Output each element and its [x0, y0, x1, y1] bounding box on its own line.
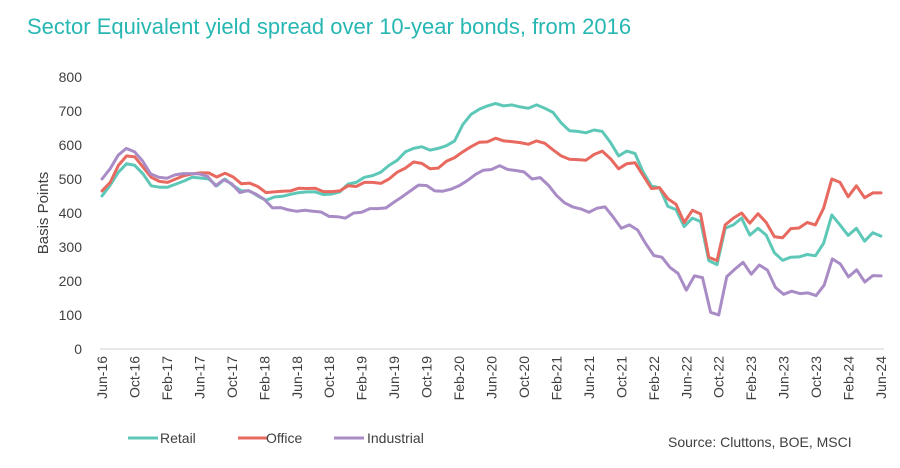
series-line-office [100, 136, 883, 263]
x-tick-label: Jun-22 [678, 356, 694, 399]
x-tick-label: Feb-17 [159, 356, 175, 401]
x-tick-label: Oct-16 [126, 356, 142, 398]
x-tick-label: Oct-20 [516, 356, 532, 398]
x-tick-label: Jun-17 [191, 356, 207, 399]
chart-title: Sector Equivalent yield spread over 10-y… [27, 14, 632, 39]
source-note: Source: Cluttons, BOE, MSCI [668, 434, 852, 450]
x-tick-label: Feb-21 [548, 356, 564, 401]
x-tick-label: Jun-23 [776, 356, 792, 399]
x-tick-label: Jun-18 [289, 356, 305, 399]
legend-office-label: Office [266, 430, 303, 446]
x-tick-label: Jun-21 [581, 356, 597, 399]
y-tick-label: 800 [59, 69, 83, 85]
x-tick-label: Jun-16 [94, 356, 110, 399]
x-tick-label: Feb-18 [256, 356, 272, 401]
y-tick-label: 0 [74, 341, 82, 357]
x-tick-label: Oct-21 [613, 356, 629, 398]
y-tick-label: 600 [59, 137, 83, 153]
x-tick-label: Feb-19 [354, 356, 370, 401]
legend-industrial-label: Industrial [367, 430, 424, 446]
x-tick-label: Oct-18 [321, 356, 337, 398]
y-axis-label: Basis Points [35, 172, 52, 255]
y-axis-ticks: 0 100 200 300 400 500 600 700 800 [59, 69, 83, 357]
y-tick-label: 200 [59, 273, 83, 289]
x-axis-ticks: Jun-16 Oct-16 Feb-17 Jun-17 Oct-17 Feb-18 Jun-… [94, 356, 889, 401]
y-tick-label: 400 [59, 205, 83, 221]
x-tick-label: Oct-23 [808, 356, 824, 398]
y-tick-label: 100 [59, 307, 83, 323]
x-tick-label: Feb-24 [841, 356, 857, 401]
y-tick-label: 500 [59, 171, 83, 187]
x-tick-label: Feb-20 [451, 356, 467, 401]
x-tick-label: Jun-24 [873, 356, 889, 399]
y-tick-label: 700 [59, 103, 83, 119]
x-tick-label: Oct-22 [711, 356, 727, 398]
x-tick-label: Feb-23 [743, 356, 759, 401]
series-line-industrial [100, 146, 883, 317]
x-tick-label: Jun-20 [484, 356, 500, 399]
x-tick-label: Oct-19 [419, 356, 435, 398]
x-tick-label: Oct-17 [224, 356, 240, 398]
series-lines [100, 102, 883, 317]
x-tick-label: Jun-19 [386, 356, 402, 399]
legend-retail-label: Retail [160, 430, 196, 446]
x-tick-label: Feb-22 [646, 356, 662, 401]
legend: Retail Office Industrial [128, 430, 424, 446]
y-tick-label: 300 [59, 239, 83, 255]
